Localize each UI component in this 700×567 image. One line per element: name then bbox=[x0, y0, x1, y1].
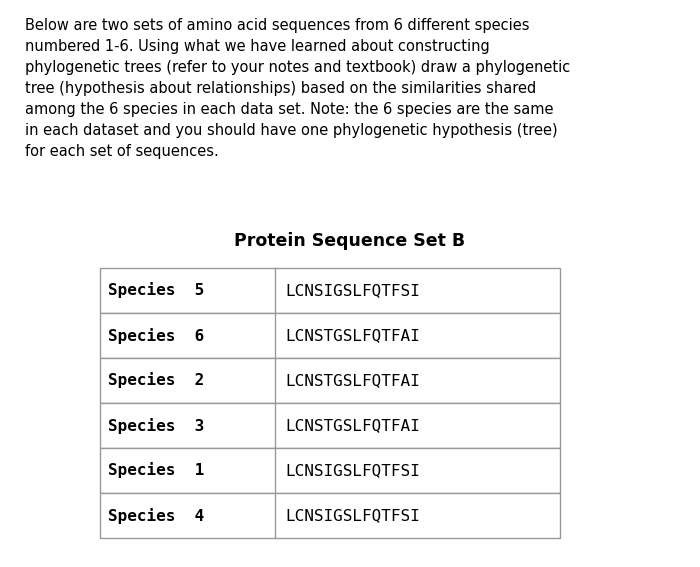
Text: tree (hypothesis about relationships) based on the similarities shared: tree (hypothesis about relationships) ba… bbox=[25, 81, 536, 96]
Bar bbox=[100, 448, 560, 493]
Text: numbered 1-6. Using what we have learned about constructing: numbered 1-6. Using what we have learned… bbox=[25, 39, 490, 54]
Text: in each dataset and you should have one phylogenetic hypothesis (tree): in each dataset and you should have one … bbox=[25, 123, 558, 138]
Bar bbox=[100, 493, 560, 538]
Text: Species  1: Species 1 bbox=[108, 463, 204, 479]
Text: LCNSTGSLFQTFAI: LCNSTGSLFQTFAI bbox=[285, 373, 420, 388]
Text: phylogenetic trees (refer to your notes and textbook) draw a phylogenetic: phylogenetic trees (refer to your notes … bbox=[25, 60, 570, 75]
Text: for each set of sequences.: for each set of sequences. bbox=[25, 144, 218, 159]
Text: LCNSTGSLFQTFAI: LCNSTGSLFQTFAI bbox=[285, 328, 420, 343]
Text: LCNSTGSLFQTFAI: LCNSTGSLFQTFAI bbox=[285, 418, 420, 433]
Text: LCNSIGSLFQTFSI: LCNSIGSLFQTFSI bbox=[285, 508, 420, 523]
Text: Species  4: Species 4 bbox=[108, 507, 204, 523]
Bar bbox=[100, 403, 560, 448]
Text: Species  6: Species 6 bbox=[108, 328, 204, 344]
Bar bbox=[100, 313, 560, 358]
Text: Species  5: Species 5 bbox=[108, 282, 204, 298]
Text: LCNSIGSLFQTFSI: LCNSIGSLFQTFSI bbox=[285, 283, 420, 298]
Text: LCNSIGSLFQTFSI: LCNSIGSLFQTFSI bbox=[285, 463, 420, 478]
Text: Species  3: Species 3 bbox=[108, 417, 204, 434]
Text: Species  2: Species 2 bbox=[108, 373, 204, 388]
Text: among the 6 species in each data set. Note: the 6 species are the same: among the 6 species in each data set. No… bbox=[25, 102, 554, 117]
Bar bbox=[100, 358, 560, 403]
Bar bbox=[100, 268, 560, 313]
Text: Protein Sequence Set B: Protein Sequence Set B bbox=[234, 232, 466, 250]
Text: Below are two sets of amino acid sequences from 6 different species: Below are two sets of amino acid sequenc… bbox=[25, 18, 529, 33]
